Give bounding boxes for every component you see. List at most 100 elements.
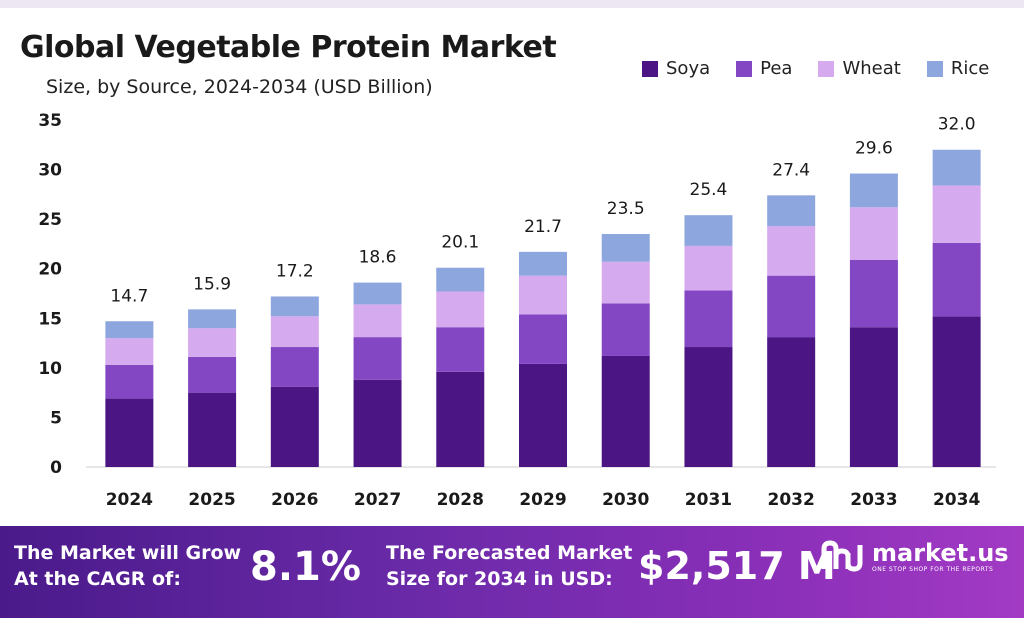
bar-segment-pea bbox=[188, 356, 237, 393]
legend-item-rice: Rice bbox=[926, 58, 990, 79]
total-data-label: 21.7 bbox=[524, 217, 562, 237]
y-tick-label: 5 bbox=[50, 408, 62, 428]
total-data-label: 29.6 bbox=[855, 139, 893, 159]
cagr-caption: The Market will Grow At the CAGR of: bbox=[14, 540, 241, 592]
total-data-label: 17.2 bbox=[276, 261, 314, 281]
bar-segment-wheat bbox=[684, 245, 733, 291]
bar-segment-soya bbox=[849, 327, 898, 467]
bar-segment-soya bbox=[932, 316, 981, 467]
bar-segment-rice bbox=[849, 173, 898, 208]
legend-swatch-rice bbox=[926, 60, 943, 77]
bar-segment-pea bbox=[767, 275, 816, 338]
total-data-label: 23.5 bbox=[607, 199, 645, 219]
bar-segment-wheat bbox=[932, 185, 981, 243]
y-tick-label: 30 bbox=[38, 161, 62, 181]
x-tick-label: 2028 bbox=[437, 490, 484, 510]
total-data-label: 15.9 bbox=[193, 274, 231, 294]
bar-segment-soya bbox=[767, 337, 816, 467]
bar-segment-soya bbox=[188, 392, 237, 467]
bar-segment-wheat bbox=[105, 338, 154, 365]
bar-segment-wheat bbox=[436, 291, 485, 328]
brand-logo: market.us ONE STOP SHOP FOR THE REPORTS bbox=[820, 539, 1009, 573]
footer-banner: The Market will Grow At the CAGR of: 8.1… bbox=[0, 526, 1024, 618]
bar-segment-soya bbox=[684, 347, 733, 467]
bar-segment-rice bbox=[188, 309, 237, 329]
x-tick-label: 2027 bbox=[354, 490, 401, 510]
brand-tagline: ONE STOP SHOP FOR THE REPORTS bbox=[872, 565, 994, 573]
total-data-label: 14.7 bbox=[110, 286, 148, 306]
bar-segment-rice bbox=[105, 321, 154, 339]
forecast-caption-line2: Size for 2034 in USD: bbox=[386, 568, 613, 590]
bar-segment-rice bbox=[519, 251, 567, 276]
bar-segment-pea bbox=[932, 242, 981, 317]
bar-segment-rice bbox=[932, 149, 981, 186]
bar-segment-pea bbox=[105, 364, 154, 399]
legend-item-soya: Soya bbox=[642, 58, 710, 79]
y-tick-label: 20 bbox=[38, 260, 62, 280]
bar-segment-wheat bbox=[519, 275, 567, 315]
stacked-bar-chart: 0510152025303514.7202415.9202517.2202618… bbox=[38, 111, 996, 510]
bar-segment-soya bbox=[353, 379, 402, 467]
y-tick-label: 25 bbox=[38, 210, 62, 230]
total-data-label: 25.4 bbox=[690, 180, 728, 200]
x-tick-label: 2030 bbox=[602, 490, 649, 510]
bar-segment-wheat bbox=[270, 316, 319, 348]
legend-item-wheat: Wheat bbox=[818, 58, 901, 79]
bar-segment-wheat bbox=[188, 328, 237, 357]
bar-segment-rice bbox=[601, 234, 650, 262]
top-border bbox=[0, 0, 1024, 8]
market-us-logo-icon bbox=[821, 540, 863, 572]
bar-segment-soya bbox=[105, 398, 154, 467]
legend-swatch-pea bbox=[736, 60, 753, 77]
y-tick-label: 10 bbox=[38, 359, 62, 379]
bar-segment-wheat bbox=[601, 261, 650, 304]
bar-segment-rice bbox=[353, 282, 402, 305]
bar-segment-soya bbox=[270, 386, 319, 467]
total-data-label: 18.6 bbox=[359, 248, 397, 268]
forecast-caption: The Forecasted Market Size for 2034 in U… bbox=[386, 540, 632, 592]
chart-subtitle: Size, by Source, 2024-2034 (USD Billion) bbox=[46, 76, 433, 98]
legend-swatch-soya bbox=[642, 60, 658, 77]
bar-segment-pea bbox=[601, 303, 650, 356]
brand-name: market.us bbox=[872, 538, 1009, 567]
y-tick-label: 35 bbox=[38, 111, 62, 131]
legend-label-soya: Soya bbox=[666, 58, 711, 79]
total-data-label: 20.1 bbox=[441, 233, 479, 253]
bar-segment-pea bbox=[353, 337, 402, 380]
total-data-label: 32.0 bbox=[938, 115, 976, 135]
legend-label-rice: Rice bbox=[950, 58, 990, 79]
y-tick-label: 15 bbox=[38, 309, 62, 329]
x-tick-label: 2032 bbox=[768, 490, 815, 510]
bar-segment-rice bbox=[436, 267, 485, 292]
chart-legend: Soya Pea Wheat Rice bbox=[642, 58, 989, 79]
cagr-caption-line1: The Market will Grow bbox=[14, 542, 242, 564]
bar-segment-wheat bbox=[849, 207, 898, 260]
forecast-value: $2,517 M bbox=[638, 544, 836, 588]
y-tick-label: 0 bbox=[50, 458, 62, 478]
x-tick-label: 2029 bbox=[519, 490, 566, 510]
x-tick-label: 2034 bbox=[933, 490, 980, 510]
bar-segment-rice bbox=[767, 195, 816, 227]
bar-segment-soya bbox=[519, 363, 567, 467]
bar-segment-pea bbox=[519, 314, 567, 364]
bar-segment-wheat bbox=[353, 304, 402, 338]
forecast-caption-line1: The Forecasted Market bbox=[386, 542, 633, 564]
x-tick-label: 2026 bbox=[271, 490, 318, 510]
x-tick-label: 2024 bbox=[106, 490, 153, 510]
legend-label-pea: Pea bbox=[760, 58, 793, 79]
total-data-label: 27.4 bbox=[772, 160, 810, 180]
bar-segment-soya bbox=[436, 371, 485, 467]
cagr-value: 8.1% bbox=[250, 544, 361, 590]
bar-segment-wheat bbox=[767, 226, 816, 276]
bar-segment-pea bbox=[270, 347, 319, 387]
bar-segment-rice bbox=[270, 296, 319, 317]
bar-segment-pea bbox=[849, 259, 898, 328]
bar-segment-rice bbox=[684, 215, 733, 246]
legend-label-wheat: Wheat bbox=[842, 58, 901, 79]
bar-segment-pea bbox=[684, 290, 733, 348]
x-tick-label: 2025 bbox=[188, 490, 235, 510]
x-tick-label: 2031 bbox=[685, 490, 732, 510]
chart-title: Global Vegetable Protein Market bbox=[20, 30, 557, 65]
x-tick-label: 2033 bbox=[850, 490, 897, 510]
